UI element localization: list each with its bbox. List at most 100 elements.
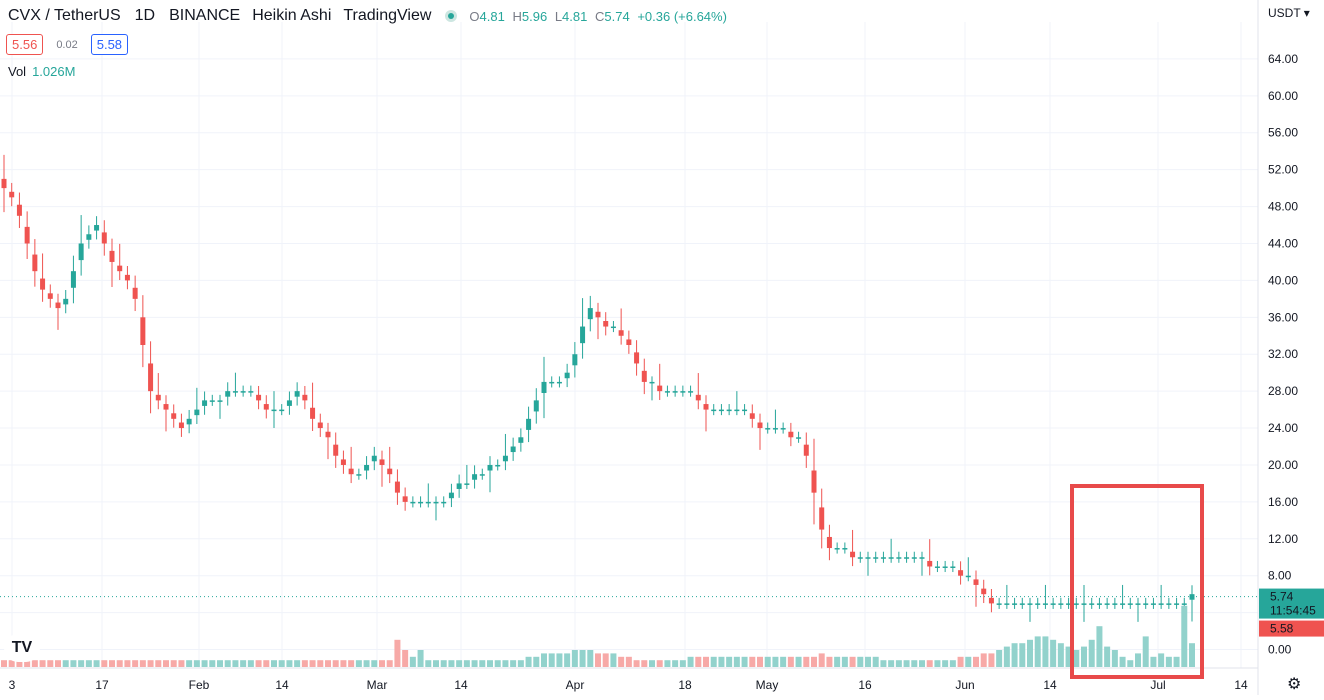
y-tick-label: 52.00 [1268, 163, 1298, 177]
candle-body [757, 422, 763, 429]
y-tick-label: 12.00 [1268, 532, 1298, 546]
volume-bar [1034, 636, 1041, 667]
volume-legend: Vol 1.026M [8, 64, 75, 79]
volume-bar [772, 656, 779, 667]
volume-bar [363, 660, 370, 667]
candle-body [1027, 603, 1033, 605]
exchange-label: BINANCE [169, 7, 241, 24]
candle-body [217, 400, 223, 402]
candle-body [225, 391, 231, 397]
volume-bar [132, 660, 139, 667]
volume-bar [1189, 643, 1195, 667]
volume-bar [8, 660, 15, 667]
x-tick-label: Apr [566, 678, 585, 692]
volume-bar [55, 660, 61, 667]
volume-bar [949, 660, 956, 667]
candle-body [1166, 603, 1172, 605]
volume-bar [70, 660, 77, 667]
volume-bar [541, 653, 547, 667]
candle-body [1174, 603, 1180, 605]
candle-body [1089, 603, 1095, 605]
volume-bar [695, 656, 702, 667]
candle-body [410, 501, 416, 504]
volume-bar [587, 650, 594, 667]
candle-body [163, 404, 169, 410]
candle-body [927, 560, 933, 567]
volume-bar [957, 656, 964, 667]
volume-bar [240, 660, 247, 667]
candle-body [526, 418, 532, 430]
candle-body [202, 400, 208, 406]
volume-bar [386, 660, 393, 667]
buy-sell-panel: 5.56 0.02 5.58 [6, 34, 129, 55]
volume-bar [340, 660, 347, 667]
candle-body [279, 409, 285, 412]
volume-bar [926, 660, 933, 667]
y-tick-label: 24.00 [1268, 421, 1298, 435]
candle-body [618, 330, 624, 336]
volume-bar [332, 660, 339, 667]
candle-body [549, 381, 555, 384]
candle-body [1150, 603, 1156, 605]
source-label: TradingView [343, 7, 432, 24]
candle-body [1073, 603, 1079, 605]
volume-bar [101, 660, 108, 667]
interval-label[interactable]: 1D [134, 7, 156, 24]
candle-body [958, 570, 964, 576]
volume-bar [286, 660, 293, 667]
volume-bar [764, 656, 771, 667]
volume-bar [1065, 646, 1072, 667]
volume-bar [170, 660, 177, 667]
candle-body [317, 422, 323, 429]
candle-body [379, 459, 385, 465]
tradingview-logo-icon[interactable]: TV [4, 634, 40, 662]
candle-body [996, 603, 1002, 605]
candle-body [124, 274, 130, 281]
volume-bar [641, 660, 648, 667]
volume-bar [996, 650, 1003, 667]
volume-bar [1142, 636, 1149, 667]
candle-body [495, 464, 501, 467]
volume-bar [718, 656, 725, 667]
y-tick-label: 48.00 [1268, 200, 1298, 214]
buy-price-button[interactable]: 5.58 [90, 34, 129, 55]
candle-body [749, 413, 755, 419]
volume-bar [448, 660, 455, 667]
candle-body [333, 444, 339, 456]
secondary-price-tag [1259, 620, 1324, 637]
y-tick-label: 60.00 [1268, 89, 1298, 103]
volume-bar [379, 660, 385, 667]
volume-bar [1127, 660, 1134, 667]
volume-bar [1050, 639, 1057, 667]
symbol-title[interactable]: CVX / TetherUS [8, 7, 121, 24]
candle-body [9, 191, 15, 198]
volume-bar [625, 656, 632, 667]
volume-bar [510, 660, 517, 667]
candle-body [911, 557, 917, 559]
sell-price-button[interactable]: 5.56 [6, 34, 44, 55]
candle-body [394, 481, 400, 493]
volume-bar [394, 639, 401, 667]
candle-body [1050, 603, 1056, 605]
candle-body [664, 391, 670, 393]
volume-bar [85, 660, 92, 667]
currency-selector[interactable]: USDT ▾ [1268, 6, 1310, 20]
candle-body [24, 226, 30, 244]
candle-body [919, 557, 925, 559]
candle-body [487, 464, 493, 471]
candle-body [973, 579, 979, 585]
volume-bar [525, 656, 532, 667]
candle-body [472, 474, 478, 480]
volume-bar [517, 660, 524, 667]
candle-body [140, 317, 146, 345]
gear-icon[interactable]: ⚙ [1287, 676, 1302, 693]
volume-bar [139, 660, 146, 667]
candle-body [387, 468, 393, 475]
volume-bar [116, 660, 123, 667]
candle-body [1042, 603, 1048, 605]
candle-body [1019, 603, 1025, 605]
volume-bar [548, 653, 555, 667]
candle-body [371, 455, 377, 462]
